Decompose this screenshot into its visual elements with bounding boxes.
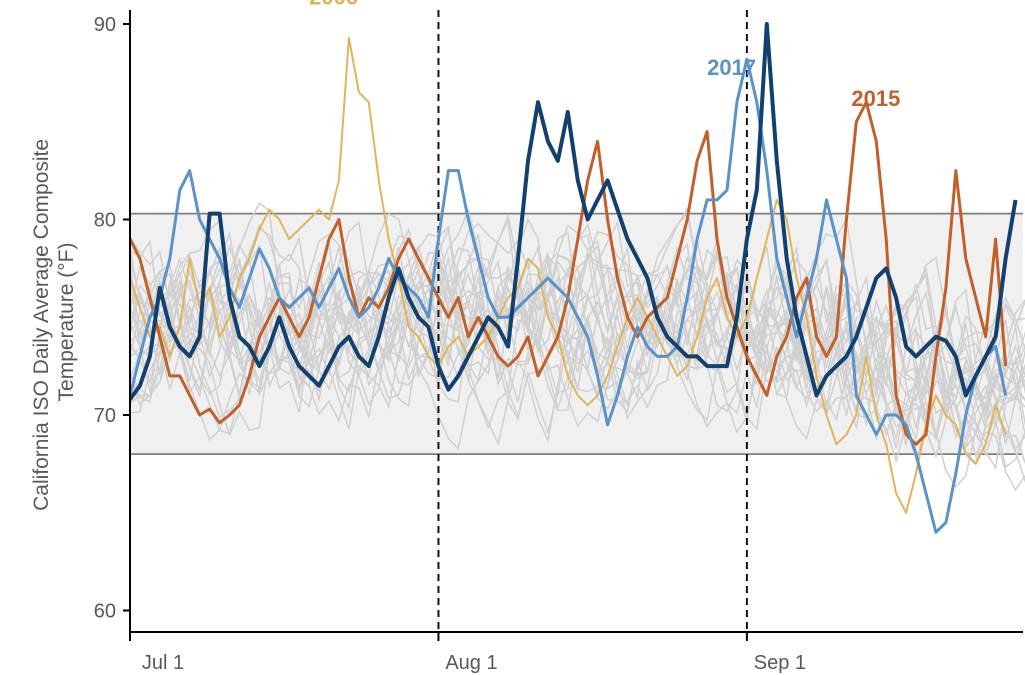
series-labels: 2006201720202015: [309, 0, 900, 111]
series-line-2020: [130, 22, 1018, 401]
series-label-2006: 2006: [309, 0, 358, 9]
month-dividers: [437, 10, 748, 632]
axes: [129, 10, 1023, 633]
x-axis-ticks: Jul 1 Aug 1 Sep 1: [129, 632, 806, 674]
series-line-2017: [130, 57, 1008, 534]
series-label-2017: 2017: [707, 55, 756, 80]
x-tick-label: Aug 1: [445, 652, 497, 674]
y-tick-label: 60: [94, 601, 116, 623]
background-year-line: [130, 211, 1025, 464]
y-axis-title: California ISO Daily Average Composite T…: [30, 133, 78, 511]
background-year-line: [130, 220, 1025, 442]
background-year-line: [130, 233, 1025, 413]
other-years-lines: [130, 201, 1025, 492]
series-label-2015: 2015: [851, 86, 900, 111]
y-tick-label: 80: [94, 210, 116, 232]
series-line-2006: [130, 36, 1007, 514]
highlighted-years-lines: [130, 22, 1018, 534]
y-tick-label: 70: [94, 405, 116, 427]
background-year-line: [130, 242, 1025, 426]
y-axis-ticks: 60 70 80 90: [94, 14, 130, 623]
x-tick-label: Jul 1: [142, 652, 184, 674]
y-axis-title-line-2: Temperature (°F): [55, 243, 78, 402]
x-tick-label: Sep 1: [754, 652, 806, 674]
background-year-line: [130, 256, 1025, 451]
y-tick-label: 90: [94, 14, 116, 36]
y-axis-title-line-1: California ISO Daily Average Composite: [30, 139, 53, 511]
background-year-line: [130, 226, 1025, 492]
